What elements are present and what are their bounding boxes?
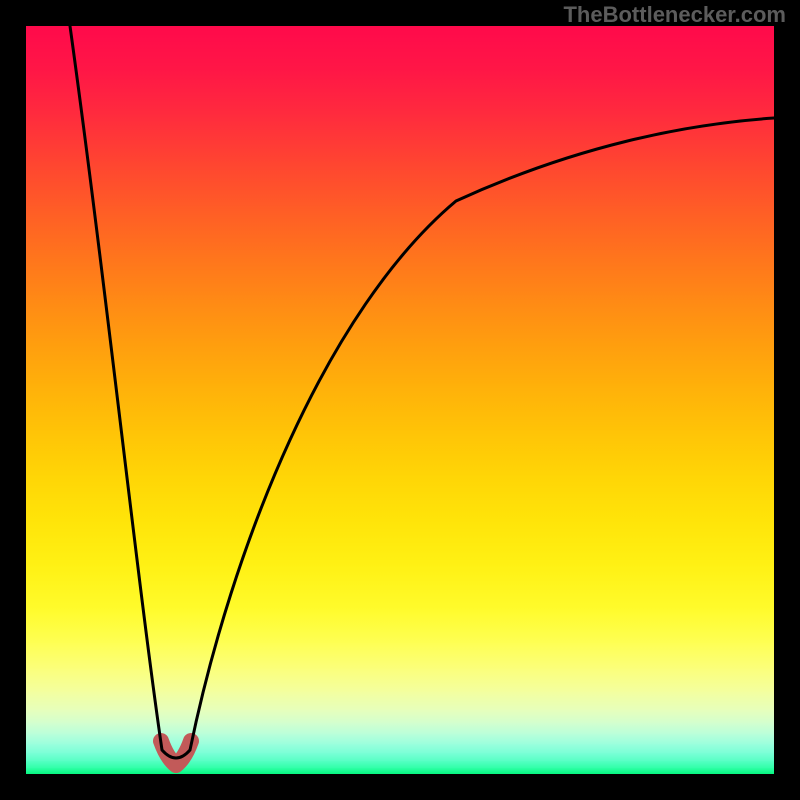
curve-svg: [26, 26, 774, 774]
watermark-text: TheBottlenecker.com: [563, 2, 786, 28]
plot-area: [26, 26, 774, 774]
bottleneck-curve: [70, 26, 774, 758]
